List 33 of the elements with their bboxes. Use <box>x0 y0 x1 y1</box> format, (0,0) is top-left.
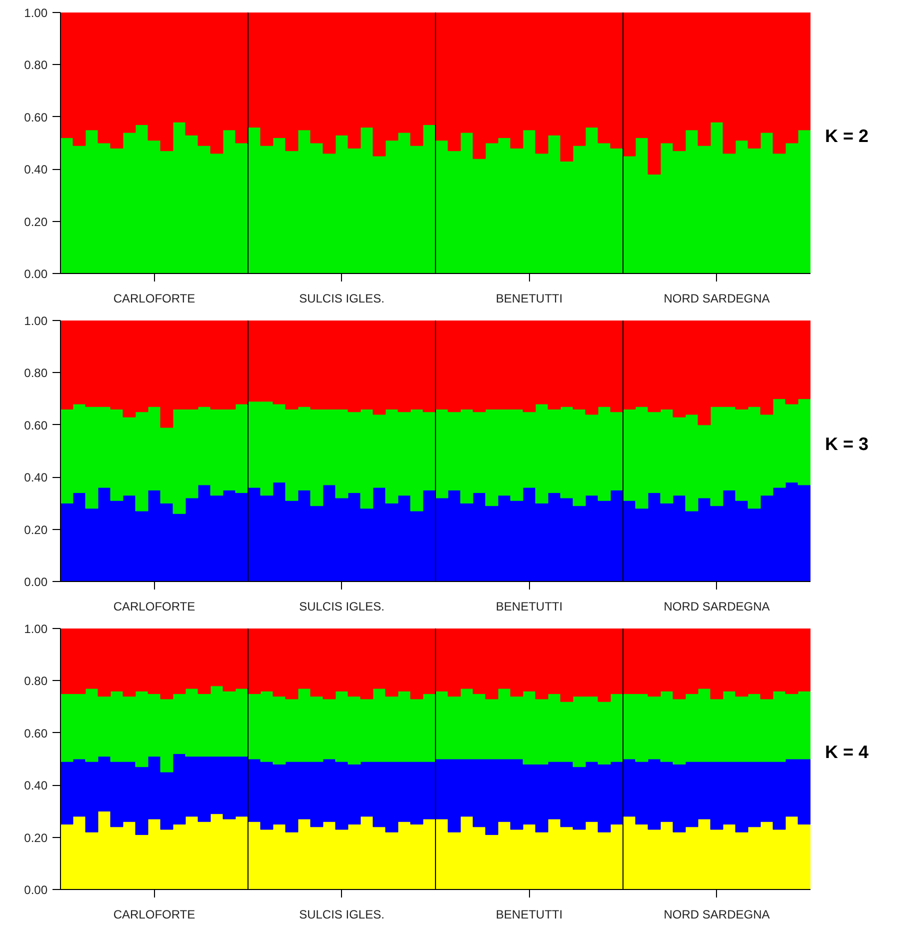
y-tick-label: 0.60 <box>24 110 48 124</box>
y-tick-label: 0.00 <box>24 267 48 281</box>
y-tick-label: 0.20 <box>24 830 48 845</box>
y-tick-label: 0.00 <box>24 883 48 897</box>
y-tick-label: 0.80 <box>24 674 48 688</box>
y-tick-label: 0.40 <box>24 778 48 793</box>
x-tick-label: CARLOFORTE <box>113 908 196 922</box>
y-tick-label: 0.40 <box>24 162 48 177</box>
y-tick-label: 1.00 <box>24 622 48 636</box>
y-tick-label: 0.60 <box>24 418 48 432</box>
y-tick-label: 0.00 <box>24 575 48 589</box>
y-tick-label: 0.20 <box>24 214 48 229</box>
x-tick-label: NORD SARDEGNA <box>664 600 770 614</box>
x-tick-label: NORD SARDEGNA <box>664 908 770 922</box>
y-tick-label: 1.00 <box>24 6 48 20</box>
y-tick-label: 0.80 <box>24 58 48 72</box>
text: K = 3 <box>825 433 869 456</box>
x-tick-label: CARLOFORTE <box>113 292 196 306</box>
x-tick-label: BENETUTTI <box>496 600 563 614</box>
x-tick-label: SULCIS IGLES. <box>299 600 384 614</box>
y-tick-label: 0.60 <box>24 726 48 740</box>
text: K = 4 <box>825 741 869 764</box>
y-tick-label: 0.80 <box>24 366 48 380</box>
x-tick-label: BENETUTTI <box>496 908 563 922</box>
x-tick-label: BENETUTTI <box>496 292 563 306</box>
y-tick-label: 0.40 <box>24 470 48 485</box>
x-tick-label: NORD SARDEGNA <box>664 292 770 306</box>
x-tick-label: SULCIS IGLES. <box>299 908 384 922</box>
text: K = 2 <box>825 125 869 148</box>
y-tick-label: 1.00 <box>24 314 48 328</box>
y-tick-label: 0.20 <box>24 522 48 537</box>
x-tick-label: CARLOFORTE <box>113 600 196 614</box>
x-tick-label: SULCIS IGLES. <box>299 292 384 306</box>
